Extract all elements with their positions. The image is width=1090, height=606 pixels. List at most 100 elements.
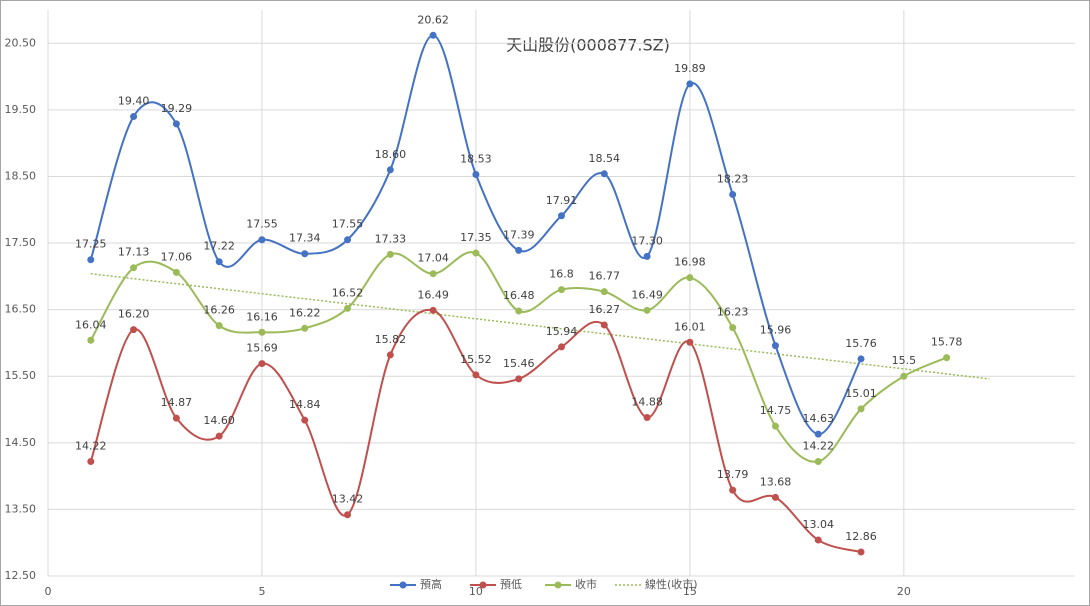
- x-tick-label: 10: [469, 585, 483, 598]
- data-point: [857, 405, 865, 413]
- data-label: 18.53: [460, 152, 492, 165]
- data-label: 17.39: [503, 228, 535, 241]
- data-point: [558, 286, 565, 294]
- data-label: 16.22: [289, 306, 321, 319]
- data-label: 17.55: [332, 218, 364, 231]
- data-label: 18.60: [375, 148, 407, 161]
- data-point: [857, 548, 865, 556]
- data-point: [429, 31, 437, 39]
- y-tick-label: 18.50: [5, 169, 37, 182]
- data-label: 14.84: [289, 398, 321, 411]
- data-label: 16.52: [332, 286, 364, 299]
- data-label: 13.79: [717, 468, 749, 481]
- data-point: [643, 252, 651, 260]
- data-point: [172, 120, 180, 128]
- data-point: [814, 536, 822, 544]
- data-point: [771, 422, 779, 430]
- data-point: [686, 80, 694, 88]
- data-point: [643, 306, 651, 314]
- data-point: [344, 511, 352, 519]
- chart-title: 天山股份(000877.SZ): [506, 36, 670, 55]
- data-label: 13.04: [803, 518, 835, 531]
- data-label: 16.49: [417, 288, 449, 301]
- data-point: [87, 256, 95, 264]
- data-point: [386, 250, 394, 258]
- legend-label: 線性(收市): [645, 577, 698, 591]
- data-label: 16.23: [717, 306, 749, 319]
- data-label: 16.48: [503, 289, 535, 302]
- data-label: 15.78: [931, 336, 963, 349]
- data-point: [472, 249, 480, 257]
- data-point: [600, 321, 608, 329]
- data-point: [215, 258, 223, 266]
- trendline: [90, 272, 990, 380]
- data-point: [87, 336, 95, 344]
- data-label: 15.96: [760, 324, 792, 337]
- data-point: [729, 190, 737, 198]
- x-tick-label: 20: [897, 585, 911, 598]
- data-label: 19.40: [118, 95, 150, 108]
- data-label: 16.26: [203, 304, 235, 317]
- data-label: 16.20: [118, 308, 150, 321]
- data-point: [558, 212, 565, 220]
- data-point: [215, 432, 223, 440]
- data-label: 14.88: [631, 396, 663, 409]
- data-point: [215, 322, 223, 330]
- data-point: [130, 326, 138, 334]
- y-tick-label: 17.50: [5, 236, 37, 249]
- data-point: [558, 343, 565, 351]
- data-point: [814, 457, 822, 465]
- legend-label: 預低: [500, 578, 522, 591]
- data-label: 16.04: [75, 318, 107, 331]
- data-point: [301, 416, 309, 424]
- legend-marker: [554, 581, 562, 589]
- data-point: [87, 457, 95, 465]
- data-label: 17.13: [118, 246, 150, 259]
- data-label: 20.62: [417, 13, 449, 26]
- data-label: 16.8: [549, 268, 574, 281]
- data-label: 18.54: [589, 152, 621, 165]
- data-point: [643, 414, 651, 422]
- data-label: 15.01: [845, 387, 877, 400]
- data-point: [729, 324, 737, 332]
- data-point: [686, 274, 694, 282]
- data-point: [771, 342, 779, 350]
- data-point: [686, 338, 694, 346]
- y-tick-label: 13.50: [5, 502, 37, 515]
- data-point: [600, 288, 608, 296]
- data-point: [386, 351, 394, 359]
- data-label: 17.25: [75, 238, 107, 251]
- data-point: [429, 306, 437, 314]
- data-label: 15.76: [845, 337, 877, 350]
- data-point: [729, 486, 737, 494]
- y-tick-label: 15.50: [5, 369, 37, 382]
- data-label: 15.94: [546, 325, 578, 338]
- data-point: [900, 372, 908, 380]
- data-label: 16.01: [674, 320, 706, 333]
- data-point: [386, 166, 394, 174]
- data-label: 13.68: [760, 475, 792, 488]
- data-point: [600, 170, 608, 178]
- data-point: [130, 113, 138, 121]
- data-label: 16.27: [589, 303, 621, 316]
- data-point: [472, 371, 480, 379]
- data-label: 16.98: [674, 256, 706, 269]
- data-label: 17.91: [546, 194, 578, 207]
- data-label: 17.33: [375, 232, 407, 245]
- y-tick-label: 19.50: [5, 103, 37, 116]
- data-point: [472, 170, 480, 178]
- data-label: 18.23: [717, 172, 749, 185]
- y-tick-label: 16.50: [5, 303, 37, 316]
- data-label: 14.63: [803, 412, 835, 425]
- data-label: 19.89: [674, 62, 706, 75]
- data-point: [344, 236, 352, 244]
- data-label: 17.06: [161, 250, 193, 263]
- y-tick-label: 12.50: [5, 569, 37, 582]
- y-tick-label: 14.50: [5, 436, 37, 449]
- data-label: 17.35: [460, 231, 492, 244]
- legend-label: 收市: [575, 577, 597, 591]
- data-label: 15.5: [892, 354, 917, 367]
- data-point: [515, 375, 523, 383]
- data-label: 14.75: [760, 404, 792, 417]
